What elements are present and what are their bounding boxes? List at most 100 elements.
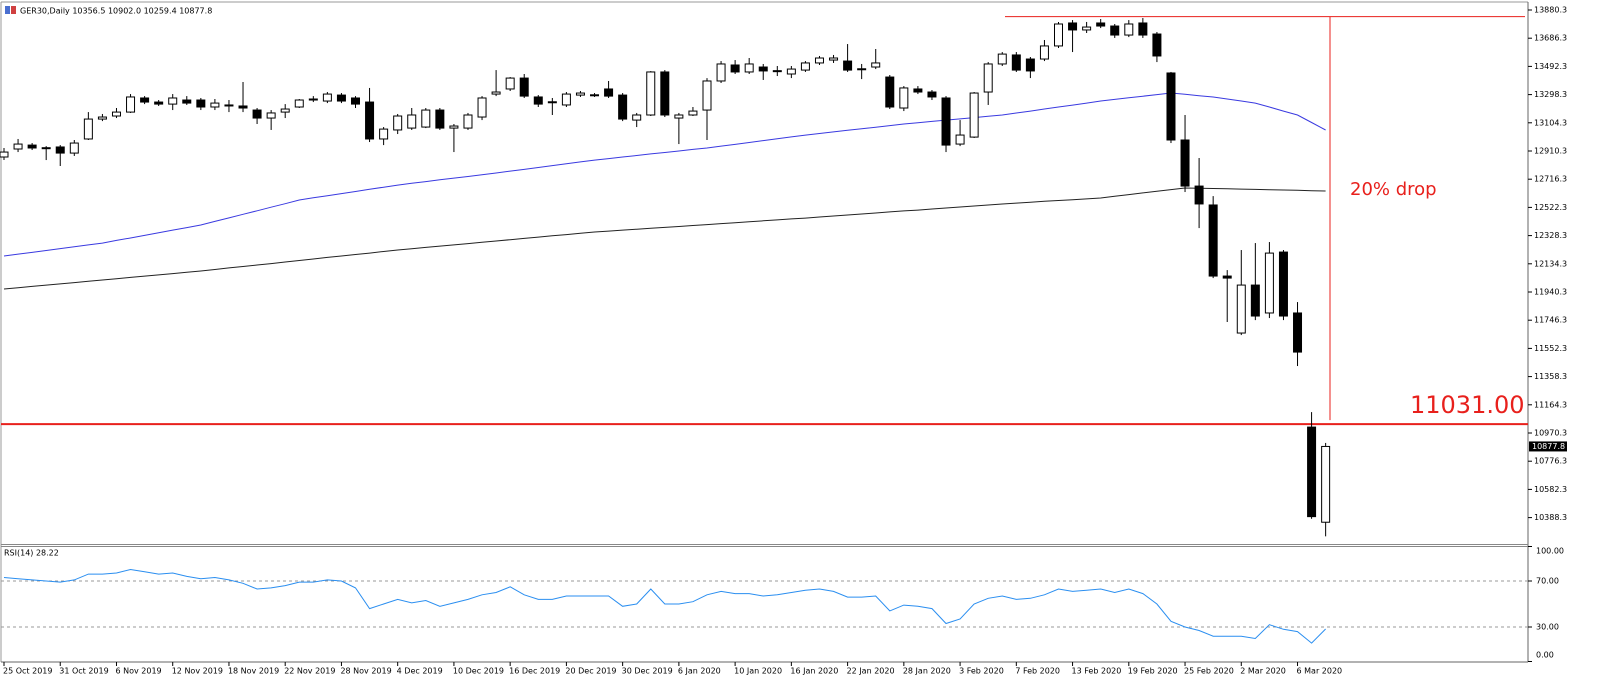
candle-body (618, 94, 628, 120)
symbol-icon (11, 6, 16, 14)
candle-body (632, 114, 642, 121)
candle-body (210, 102, 220, 108)
candle-body (1180, 139, 1190, 187)
candle-body (55, 146, 65, 154)
x-tick-label: 10 Dec 2019 (453, 667, 504, 676)
x-tick-label: 12 Nov 2019 (172, 667, 223, 676)
y-tick-label: 10388.3 (1534, 513, 1567, 522)
x-tick-label: 3 Feb 2020 (959, 667, 1004, 676)
y-tick-label: 12910.3 (1534, 146, 1567, 155)
candle-body (955, 134, 965, 145)
candle-body (393, 115, 403, 131)
candle-body (1054, 23, 1063, 47)
candle-body (800, 62, 810, 71)
indicator-title: RSI(14) 28.22 (4, 549, 59, 558)
candle-body (969, 92, 979, 138)
candle-body (266, 112, 276, 119)
candle-body (913, 88, 923, 93)
candle-body (1124, 23, 1134, 36)
candle-body (336, 94, 346, 102)
candle-body (154, 101, 164, 105)
candle-body (1096, 22, 1106, 27)
candle-body (505, 77, 515, 90)
candle-body (688, 110, 698, 116)
x-tick-label: 4 Dec 2019 (397, 667, 443, 676)
candle-body (1236, 284, 1246, 334)
candle-body (547, 101, 557, 104)
candle-body (772, 70, 782, 73)
rsi-line (3, 568, 1326, 644)
x-tick-label: 25 Oct 2019 (3, 667, 52, 676)
y-tick-label: 11552.3 (1534, 344, 1567, 353)
candle-body (744, 63, 754, 73)
candle-body (1152, 33, 1162, 57)
candle-body (224, 104, 234, 107)
candle-body (280, 108, 290, 113)
candle-body (252, 109, 262, 119)
candle-body (1293, 312, 1303, 353)
x-tick-label: 6 Jan 2020 (678, 667, 721, 676)
candle-body (0, 151, 9, 158)
candle-body (1166, 72, 1176, 141)
y-tick-label: 13104.3 (1534, 118, 1567, 127)
y-tick-label: 13686.3 (1534, 34, 1567, 43)
candle-body (519, 77, 529, 97)
x-tick-label: 22 Nov 2019 (284, 667, 335, 676)
support-label: 11031.00 (1410, 391, 1525, 419)
candle-body (13, 143, 23, 150)
x-tick-label: 6 Mar 2020 (1297, 667, 1343, 676)
rsi-tick-label: 70.00 (1536, 577, 1559, 586)
candle-body (140, 97, 150, 103)
candle-body (814, 57, 824, 64)
y-tick-label: 10970.3 (1534, 429, 1567, 438)
candle-body (702, 80, 712, 111)
candle-body (463, 114, 473, 129)
candle-body (575, 92, 585, 96)
x-tick-label: 7 Feb 2020 (1015, 667, 1060, 676)
y-tick-label: 11940.3 (1534, 287, 1567, 296)
chart-title: GER30,Daily 10356.5 10902.0 10259.4 1087… (20, 7, 212, 16)
candle-body (449, 125, 459, 129)
x-tick-label: 6 Nov 2019 (115, 667, 161, 676)
candle-body (716, 63, 726, 82)
candle-body (41, 147, 51, 150)
candle-body (238, 105, 248, 109)
y-tick-label: 11164.3 (1534, 400, 1567, 409)
y-tick-label: 13492.3 (1534, 62, 1567, 71)
candle-body (927, 91, 937, 98)
candle-body (1307, 426, 1317, 518)
candle-body (533, 96, 543, 105)
symbol-icon (5, 6, 10, 14)
candle-body (758, 66, 768, 72)
candle-body (294, 99, 304, 108)
y-tick-label: 12134.3 (1534, 259, 1567, 268)
x-tick-label: 22 Jan 2020 (847, 667, 895, 676)
candle-body (590, 94, 600, 97)
moving-average (3, 187, 1326, 290)
candle-body (1194, 185, 1204, 205)
x-tick-label: 30 Dec 2019 (622, 667, 673, 676)
candle-body (1250, 284, 1260, 317)
candle-body (1025, 58, 1035, 72)
candle-body (871, 62, 881, 68)
candle-body (308, 98, 318, 101)
drop-label: 20% drop (1350, 179, 1437, 200)
candle-body (477, 97, 487, 118)
candle-body (983, 63, 993, 93)
candle-body (351, 97, 360, 105)
y-tick-label: 10582.3 (1534, 485, 1567, 494)
y-tick-label: 11358.3 (1534, 372, 1567, 381)
candle-body (1278, 251, 1288, 317)
candle-body (646, 71, 656, 116)
candle-body (69, 142, 79, 154)
candle-body (1068, 22, 1078, 31)
candle-body (660, 71, 670, 116)
candle-body (1138, 22, 1148, 36)
candle-body (407, 114, 417, 129)
y-tick-label: 13880.3 (1534, 5, 1567, 14)
candle-body (1039, 45, 1049, 60)
candle-body (1208, 204, 1218, 277)
x-tick-label: 10 Jan 2020 (734, 667, 782, 676)
